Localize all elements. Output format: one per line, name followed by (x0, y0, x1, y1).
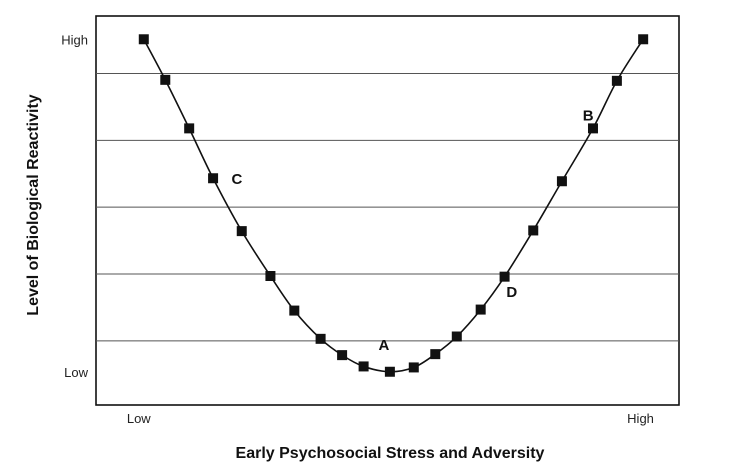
series-line (143, 38, 644, 373)
annotation-a: A (378, 337, 389, 354)
data-point-5 (236, 226, 247, 237)
data-point-9 (337, 350, 348, 361)
plot-frame (95, 15, 680, 406)
data-point-14 (451, 331, 462, 342)
gridlines (96, 73, 679, 342)
x-tick-label-high: High (627, 411, 654, 426)
annotations: A B C D (232, 108, 594, 354)
data-point-18 (556, 176, 567, 187)
y-tick-label-high: High (61, 32, 88, 47)
data-points (138, 34, 649, 377)
data-point-12 (408, 362, 419, 373)
x-tick-labels: Low High (127, 411, 654, 426)
y-tick-label-low: Low (64, 365, 88, 380)
data-point-20 (611, 75, 622, 86)
data-point-15 (475, 304, 486, 315)
data-point-16 (499, 271, 510, 282)
annotation-c: C (232, 171, 243, 188)
data-point-6 (265, 270, 276, 281)
data-point-21 (638, 34, 649, 45)
annotation-d: D (506, 284, 517, 301)
data-point-11 (384, 366, 395, 377)
y-axis-label: Level of Biological Reactivity (25, 94, 42, 316)
x-axis-label: Early Psychosocial Stress and Adversity (236, 445, 545, 462)
data-point-8 (315, 333, 326, 344)
data-point-3 (184, 123, 195, 134)
data-point-2 (160, 74, 171, 85)
data-point-19 (587, 123, 598, 134)
data-point-1 (138, 34, 149, 45)
data-point-17 (528, 225, 539, 236)
annotation-b: B (583, 108, 594, 125)
data-point-10 (358, 361, 369, 372)
data-point-13 (430, 349, 441, 360)
y-tick-labels: Low High (61, 32, 88, 379)
data-point-7 (289, 305, 300, 316)
data-point-4 (208, 173, 219, 184)
x-tick-label-low: Low (127, 411, 151, 426)
